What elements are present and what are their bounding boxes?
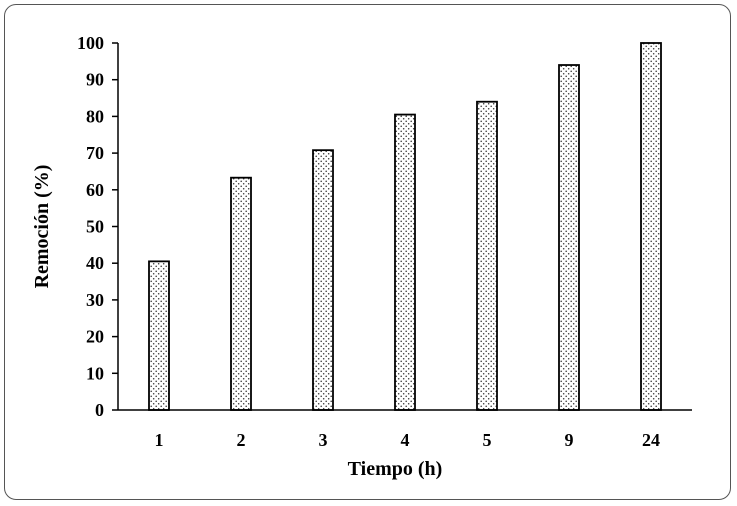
x-tick-label-1: 1 (155, 430, 164, 450)
bar-24 (640, 42, 662, 411)
bar-1 (148, 260, 170, 411)
y-tick-label: 10 (86, 363, 104, 383)
y-axis-title: Remoción (%) (31, 165, 53, 289)
bar-5 (476, 100, 498, 411)
y-tick-label: 70 (86, 143, 104, 163)
y-axis-ticks: 0 10 20 30 40 50 60 70 80 90 100 (77, 33, 118, 420)
y-tick-label: 50 (86, 217, 104, 237)
y-tick-label: 100 (77, 33, 104, 53)
bars (148, 42, 662, 411)
bar-2 (230, 176, 252, 411)
y-tick-label: 40 (86, 253, 104, 273)
y-tick-label: 80 (86, 106, 104, 126)
x-tick-label-5: 5 (483, 430, 492, 450)
y-tick-label: 90 (86, 70, 104, 90)
x-tick-label-24: 24 (642, 430, 660, 450)
bar-9 (558, 64, 580, 411)
x-tick-label-9: 9 (565, 430, 574, 450)
chart-frame (4, 4, 731, 500)
x-tick-label-4: 4 (401, 430, 410, 450)
y-tick-label: 60 (86, 180, 104, 200)
x-axis-title: Tiempo (h) (348, 458, 443, 480)
x-axis-ticks: 1 2 3 4 5 9 24 (155, 430, 661, 450)
bar-4 (394, 113, 416, 411)
y-tick-label: 20 (86, 327, 104, 347)
bar-3 (312, 149, 334, 411)
x-tick-label-2: 2 (237, 430, 246, 450)
y-tick-label: 30 (86, 290, 104, 310)
y-tick-label: 0 (95, 400, 104, 420)
x-tick-label-3: 3 (319, 430, 328, 450)
